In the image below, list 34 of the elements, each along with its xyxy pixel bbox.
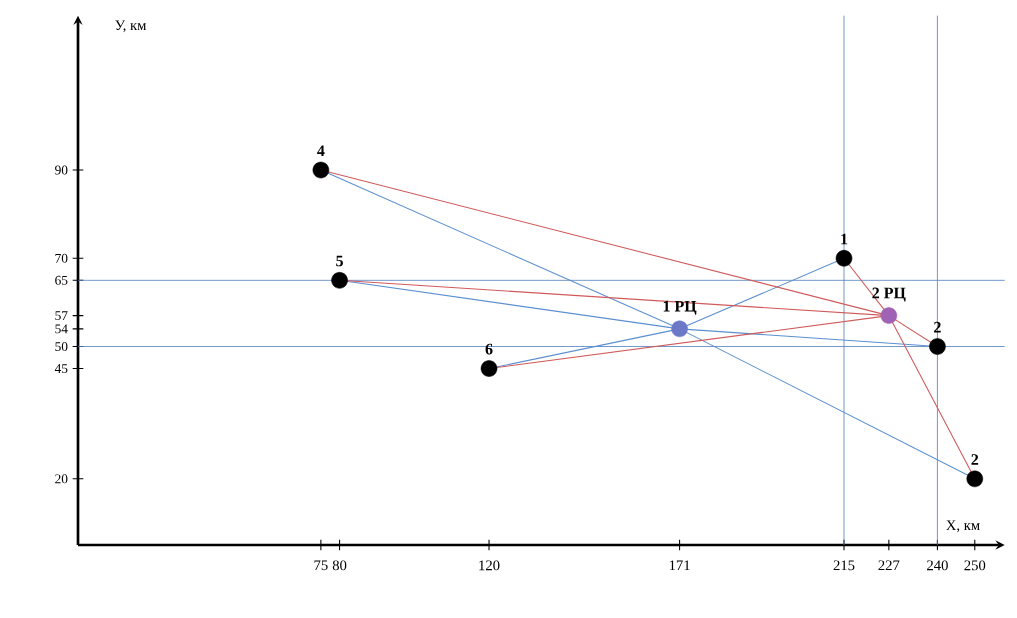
point (312, 161, 330, 179)
x-tick-label: 120 (479, 560, 500, 571)
x-tick-label: 227 (878, 560, 900, 571)
point (880, 307, 898, 324)
annotation: 2 (934, 321, 941, 333)
y-axis-title: У, км (115, 20, 147, 33)
annotation: 6 (485, 343, 493, 355)
annotation: 2 РЦ (872, 287, 906, 302)
x-tick-label: 250 (964, 560, 986, 571)
x-tick-label: 80 (332, 560, 347, 571)
y-tick-label: 70 (55, 253, 68, 263)
y-tick-label: 54 (55, 324, 68, 334)
point (835, 250, 853, 267)
y-tick-label: 90 (55, 165, 68, 175)
y-tick-label: 20 (55, 474, 68, 484)
annotation: 1 РЦ (663, 300, 697, 315)
point (331, 272, 348, 289)
annotation: 5 (336, 255, 343, 267)
y-tick-label: 45 (54, 364, 68, 373)
point (929, 338, 946, 355)
point (671, 320, 688, 338)
annotation: 4 (317, 145, 325, 157)
annotation: 2 (971, 454, 979, 465)
y-tick-label: 65 (55, 275, 68, 285)
point (480, 360, 498, 377)
x-tick-label: 240 (927, 560, 948, 571)
x-tick-label: 75 (314, 560, 328, 571)
x-axis-title: Х, км (946, 520, 980, 533)
annotation: 1 (841, 233, 848, 245)
point (966, 470, 984, 488)
y-tick-label: 50 (55, 342, 68, 351)
x-tick-label: 171 (669, 560, 690, 571)
x-tick-label: 215 (833, 560, 855, 571)
y-tick-label: 57 (55, 311, 68, 321)
